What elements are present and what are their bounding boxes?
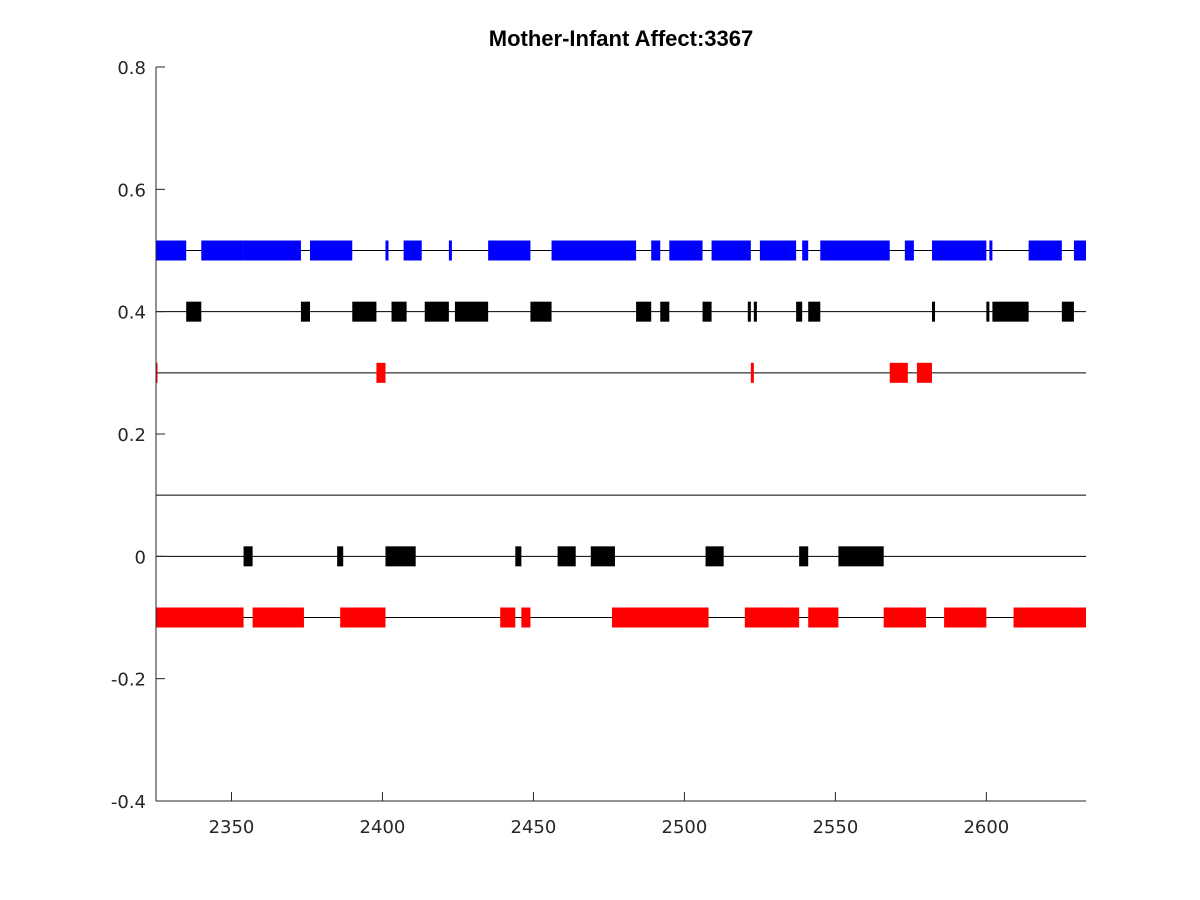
segment-bar	[820, 240, 890, 261]
segment-bar	[705, 546, 724, 567]
segment-bar	[838, 546, 884, 567]
segment-bar	[448, 240, 452, 261]
segment-bar	[904, 240, 914, 261]
segment-bar	[750, 362, 754, 383]
segment-bar	[611, 607, 709, 628]
segment-bar	[808, 607, 839, 628]
segment-bar	[802, 240, 809, 261]
segment-bar	[337, 546, 344, 567]
x-tick-label: 2400	[360, 817, 406, 838]
segment-bar	[1028, 240, 1062, 261]
segment-bar	[711, 240, 751, 261]
y-tick-label: 0	[135, 547, 146, 568]
segment-bar	[300, 301, 310, 322]
segment-bar	[521, 607, 531, 628]
segment-bar	[883, 607, 926, 628]
segment-bar	[515, 546, 522, 567]
segment-bar	[340, 607, 386, 628]
x-tick-label: 2350	[209, 817, 255, 838]
y-tick-label: -0.2	[111, 670, 146, 691]
segment-bar	[992, 301, 1029, 322]
segment-bar	[808, 301, 821, 322]
segment-bar	[243, 546, 253, 567]
segment-bar	[385, 240, 389, 261]
segment-bar	[156, 362, 158, 383]
y-tick-label: 0.8	[117, 58, 146, 79]
segment-bar	[1013, 607, 1086, 628]
x-tick-label: 2500	[662, 817, 708, 838]
segment-bar	[932, 240, 987, 261]
segment-bar	[944, 607, 987, 628]
segment-bar	[186, 301, 202, 322]
segment-bar	[243, 240, 301, 261]
x-tick-label: 2550	[812, 817, 858, 838]
segment-bar	[391, 301, 407, 322]
segment-bar	[651, 240, 661, 261]
segment-bar	[252, 607, 304, 628]
segment-bar	[309, 240, 353, 261]
segment-bar	[702, 301, 712, 322]
segment-bar	[1061, 301, 1074, 322]
x-tick-label: 2600	[963, 817, 1009, 838]
segment-bar	[500, 607, 516, 628]
segment-bar	[889, 362, 908, 383]
segment-bar	[385, 546, 416, 567]
segment-bar	[660, 301, 670, 322]
segment-bar	[352, 301, 377, 322]
axes-layer: -0.4 -0.2 0 0.2 0.4 0.6 0.8 2350 2400 2450 2500 255…	[111, 58, 1086, 838]
segment-bar	[916, 362, 933, 383]
segment-bar	[759, 240, 797, 261]
series-layer	[156, 240, 1086, 628]
segment-bar	[1073, 240, 1086, 261]
segment-bar	[747, 301, 751, 322]
segment-bar	[796, 301, 803, 322]
y-tick-label: -0.4	[111, 792, 146, 813]
segment-bar	[403, 240, 422, 261]
segment-bar	[986, 301, 990, 322]
segment-bar	[201, 240, 244, 261]
segment-bar	[557, 546, 576, 567]
segment-bar	[488, 240, 531, 261]
y-tick-label: 0.2	[117, 425, 146, 446]
segment-bar	[799, 546, 809, 567]
segment-bar	[932, 301, 936, 322]
segment-bar	[156, 240, 187, 261]
segment-bar	[424, 301, 449, 322]
segment-bar	[156, 607, 244, 628]
segment-bar	[454, 301, 489, 322]
segment-bar	[551, 240, 637, 261]
segment-bar	[636, 301, 652, 322]
y-tick-label: 0.6	[117, 180, 146, 201]
x-tick-label: 2450	[511, 817, 557, 838]
segment-bar	[590, 546, 615, 567]
segment-bar	[753, 301, 757, 322]
segment-bar	[376, 362, 386, 383]
segment-bar	[669, 240, 703, 261]
segment-bar	[744, 607, 800, 628]
y-tick-label: 0.4	[117, 303, 146, 324]
segment-bar	[530, 301, 552, 322]
segment-bar	[989, 240, 993, 261]
chart-title: Mother-Infant Affect:3367	[489, 26, 753, 51]
